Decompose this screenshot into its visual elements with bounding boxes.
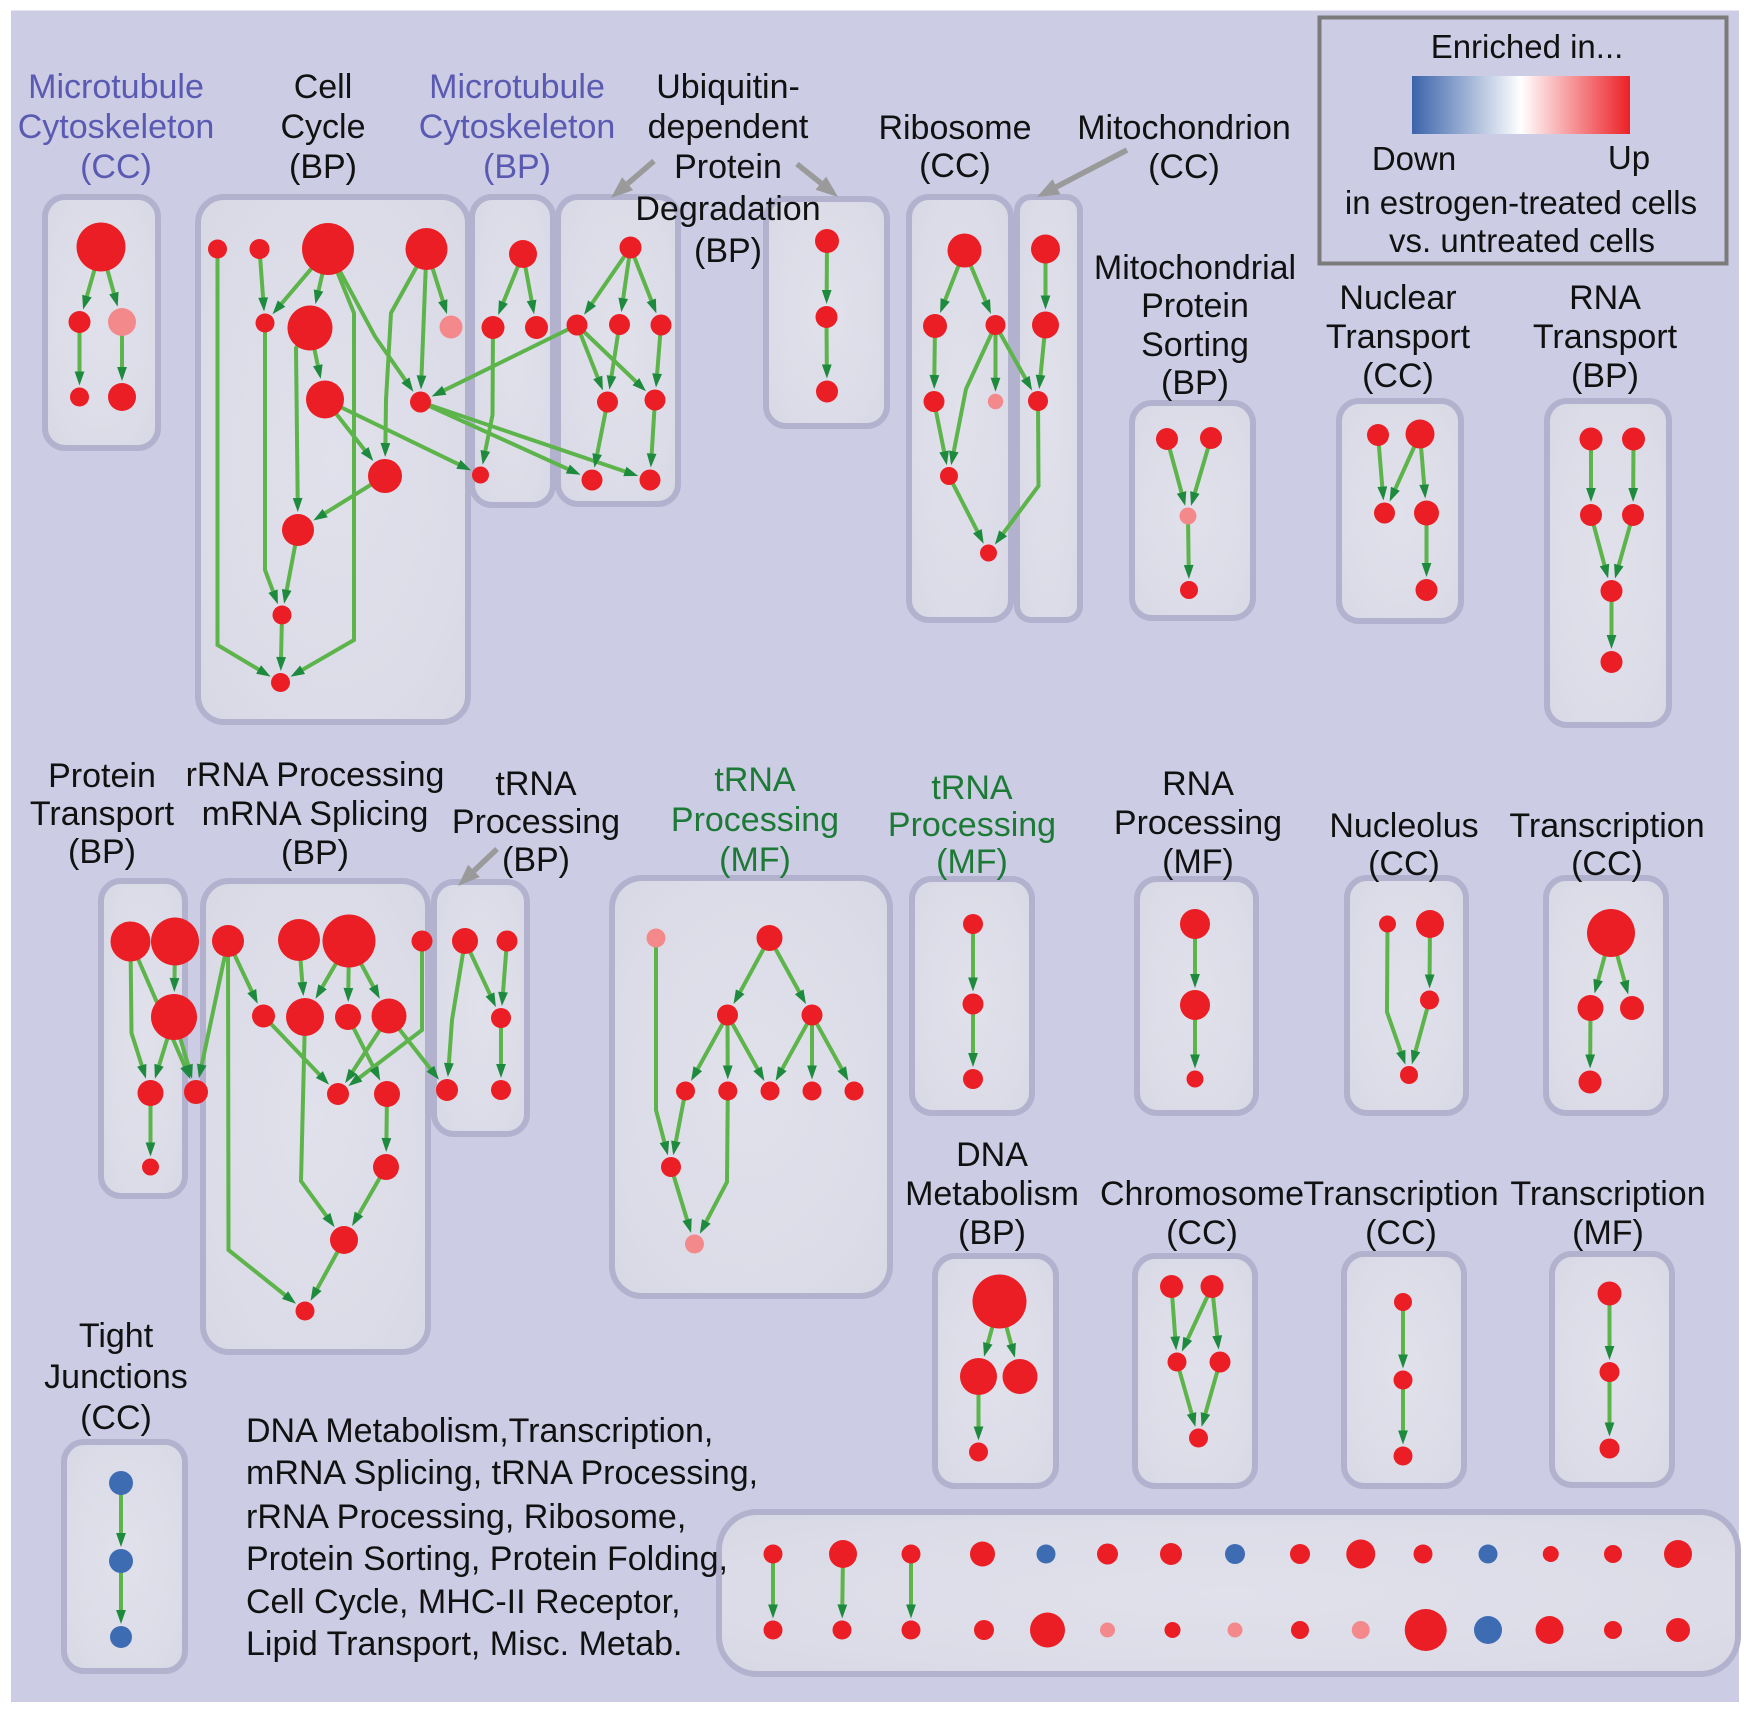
svg-text:Chromosome: Chromosome — [1100, 1175, 1304, 1213]
svg-text:(CC): (CC) — [1368, 845, 1440, 883]
svg-text:Junctions: Junctions — [44, 1358, 188, 1396]
svg-text:(BP): (BP) — [502, 841, 570, 879]
svg-text:Transcription: Transcription — [1509, 807, 1704, 845]
svg-text:(MF): (MF) — [719, 841, 791, 879]
svg-text:(CC): (CC) — [919, 147, 991, 185]
svg-text:Ribosome: Ribosome — [878, 109, 1031, 147]
svg-text:(CC): (CC) — [1365, 1214, 1437, 1252]
svg-text:(MF): (MF) — [1162, 843, 1234, 881]
svg-text:Metabolism: Metabolism — [905, 1175, 1079, 1213]
svg-text:mRNA Splicing, tRNA Processing: mRNA Splicing, tRNA Processing, — [246, 1454, 758, 1492]
svg-text:Mitochondrion: Mitochondrion — [1077, 109, 1291, 147]
svg-text:Transport: Transport — [1533, 318, 1678, 356]
svg-text:Transcription: Transcription — [1510, 1175, 1705, 1213]
svg-text:Processing: Processing — [1114, 804, 1282, 842]
svg-text:(CC): (CC) — [1571, 845, 1643, 883]
svg-text:Protein: Protein — [674, 148, 782, 186]
svg-text:Processing: Processing — [452, 803, 620, 841]
svg-text:(MF): (MF) — [1572, 1214, 1644, 1252]
svg-text:vs. untreated cells: vs. untreated cells — [1389, 222, 1655, 259]
svg-text:in estrogen-treated cells: in estrogen-treated cells — [1345, 184, 1697, 221]
svg-text:(CC): (CC) — [1148, 148, 1220, 186]
svg-text:rRNA Processing: rRNA Processing — [186, 756, 445, 794]
svg-text:tRNA: tRNA — [931, 769, 1013, 807]
svg-text:Cell: Cell — [294, 68, 353, 106]
svg-text:(BP): (BP) — [281, 834, 349, 872]
svg-text:(BP): (BP) — [289, 148, 357, 186]
svg-text:tRNA: tRNA — [714, 761, 796, 799]
svg-text:Transcription: Transcription — [1303, 1175, 1498, 1213]
svg-text:Nucleolus: Nucleolus — [1329, 807, 1478, 845]
svg-text:Lipid Transport, Misc. Metab.: Lipid Transport, Misc. Metab. — [246, 1625, 683, 1663]
svg-text:(BP): (BP) — [68, 833, 136, 871]
svg-text:Microtubule: Microtubule — [429, 68, 605, 106]
svg-text:(CC): (CC) — [1166, 1214, 1238, 1252]
svg-text:Protein: Protein — [48, 757, 156, 795]
svg-text:(CC): (CC) — [80, 1399, 152, 1437]
svg-text:Processing: Processing — [888, 806, 1056, 844]
svg-text:Protein: Protein — [1141, 287, 1249, 325]
svg-text:rRNA Processing, Ribosome,: rRNA Processing, Ribosome, — [246, 1498, 686, 1536]
svg-text:(BP): (BP) — [694, 232, 762, 270]
svg-text:mRNA Splicing: mRNA Splicing — [202, 795, 429, 833]
svg-text:Microtubule: Microtubule — [28, 68, 204, 106]
svg-text:RNA: RNA — [1569, 279, 1641, 317]
svg-text:Cycle: Cycle — [280, 108, 365, 146]
svg-text:(BP): (BP) — [483, 148, 551, 186]
svg-text:DNA: DNA — [956, 1136, 1028, 1174]
svg-text:Nuclear: Nuclear — [1339, 279, 1456, 317]
svg-text:Protein Sorting, Protein Foldi: Protein Sorting, Protein Folding, — [246, 1540, 728, 1578]
svg-text:RNA: RNA — [1162, 765, 1234, 803]
svg-text:Processing: Processing — [671, 801, 839, 839]
svg-text:Ubiquitin-: Ubiquitin- — [656, 68, 800, 106]
svg-text:tRNA: tRNA — [495, 765, 577, 803]
svg-text:Tight: Tight — [79, 1317, 154, 1355]
svg-text:Sorting: Sorting — [1141, 326, 1249, 364]
svg-text:Degradation: Degradation — [635, 190, 820, 228]
svg-text:Cytoskeleton: Cytoskeleton — [419, 108, 616, 146]
svg-text:(BP): (BP) — [1161, 364, 1229, 402]
svg-text:Transport: Transport — [30, 795, 175, 833]
svg-text:Enriched in...: Enriched in... — [1431, 28, 1624, 65]
svg-text:(BP): (BP) — [958, 1214, 1026, 1252]
svg-text:Up: Up — [1608, 139, 1650, 176]
svg-text:Mitochondrial: Mitochondrial — [1094, 249, 1296, 287]
svg-text:Cell Cycle, MHC-II Receptor,: Cell Cycle, MHC-II Receptor, — [246, 1583, 681, 1621]
svg-text:(MF): (MF) — [936, 843, 1008, 881]
svg-text:Cytoskeleton: Cytoskeleton — [18, 108, 215, 146]
svg-text:(CC): (CC) — [80, 148, 152, 186]
svg-text:(CC): (CC) — [1362, 357, 1434, 395]
svg-text:Transport: Transport — [1326, 318, 1471, 356]
svg-text:dependent: dependent — [648, 108, 809, 146]
svg-text:(BP): (BP) — [1571, 357, 1639, 395]
svg-text:Down: Down — [1372, 140, 1456, 177]
svg-text:DNA Metabolism,Transcription,: DNA Metabolism,Transcription, — [246, 1412, 713, 1450]
